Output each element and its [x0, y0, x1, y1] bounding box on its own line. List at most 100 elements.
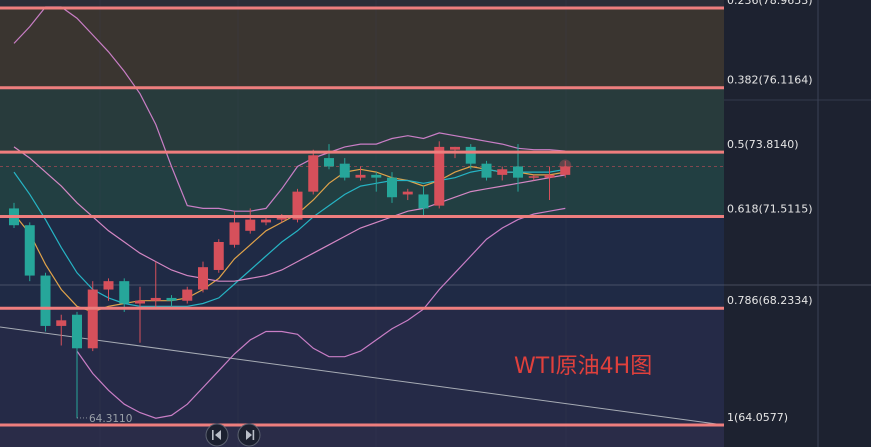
candle — [72, 311, 82, 419]
candle-body — [560, 166, 571, 175]
zone-top — [0, 0, 724, 8]
candle-body — [72, 314, 82, 349]
play-icon — [246, 430, 252, 440]
candle-body — [387, 177, 397, 198]
fib-lines — [0, 6, 724, 427]
fib-label-0.618: 0.618(71.5115) — [727, 203, 813, 216]
fib-labels: 0.236(78.9653) 0.382(76.1164) 0.5(73.8140)… — [727, 0, 813, 424]
indicator-lines — [13, 6, 566, 419]
candle — [135, 286, 145, 343]
low-marker-label: 64.3110 — [89, 413, 132, 425]
fib-label-0.786: 0.786(68.2334) — [727, 294, 813, 307]
candle-body — [103, 281, 114, 290]
candle-body — [308, 155, 319, 192]
candle — [87, 281, 98, 352]
candle — [261, 216, 271, 226]
candle-body — [402, 191, 413, 195]
candle-body — [324, 158, 334, 167]
rewind-icon — [215, 430, 221, 440]
chart-annotations: 64.3110 — [77, 413, 132, 425]
candle-body — [166, 297, 177, 301]
candle — [213, 239, 224, 273]
candle-body — [119, 281, 130, 304]
fib-label-1: 1(64.0577) — [727, 411, 788, 424]
candle — [308, 149, 319, 195]
candle-body — [481, 163, 492, 178]
candle — [371, 172, 382, 192]
candle-body — [213, 241, 224, 270]
zone-0.236 — [0, 8, 724, 88]
candle-body — [292, 191, 303, 220]
candle-body — [276, 216, 287, 220]
candle — [497, 166, 508, 181]
candle-body — [24, 225, 35, 276]
candle — [418, 186, 429, 217]
fib-label-0.5: 0.5(73.8140) — [727, 138, 799, 151]
candle-body — [544, 174, 555, 178]
candle-body — [497, 169, 508, 175]
scroll-start-button[interactable] — [205, 423, 229, 447]
candle-body — [87, 289, 98, 349]
candle-body — [40, 275, 51, 326]
candle-body — [245, 219, 256, 231]
zone-0.382 — [0, 87, 724, 153]
candle-body — [434, 146, 445, 206]
candle-body — [135, 300, 145, 304]
candle — [166, 295, 177, 307]
candle-body — [339, 163, 350, 178]
candle-body — [182, 289, 193, 301]
candle — [40, 272, 51, 332]
candle-body — [229, 222, 240, 245]
trendline — [0, 166, 725, 426]
candle-body — [198, 267, 208, 290]
zone-bottom — [0, 425, 724, 447]
current-candle-glow — [559, 159, 572, 172]
play-icon-bar — [252, 430, 255, 440]
candle — [402, 188, 413, 201]
price-axis-area — [724, 0, 871, 447]
candle — [245, 208, 256, 234]
candle — [150, 261, 161, 310]
candle — [56, 314, 67, 346]
candle — [528, 174, 539, 181]
zone-0.5 — [0, 152, 724, 217]
candle-body — [355, 174, 366, 178]
candle — [103, 278, 114, 301]
candle — [465, 144, 476, 170]
candle-body — [465, 146, 476, 164]
fib-label-0.236: 0.236(78.9653) — [727, 0, 813, 7]
rewind-icon-bar — [212, 430, 214, 440]
candle — [324, 144, 334, 170]
chart-navigation — [205, 423, 261, 447]
candle — [182, 286, 193, 304]
candle-body — [418, 194, 429, 209]
candle-body — [528, 176, 539, 178]
indicator-line-3 — [13, 6, 566, 212]
candle — [544, 166, 555, 201]
candle — [24, 222, 35, 282]
candle — [339, 158, 350, 181]
indicator-line-1 — [13, 168, 566, 307]
scroll-forward-button[interactable] — [237, 423, 261, 447]
candle-body — [261, 219, 271, 223]
candle-body — [513, 166, 523, 178]
candle — [560, 160, 571, 178]
candle-body — [150, 297, 161, 301]
candle — [355, 166, 366, 181]
candle — [387, 172, 397, 203]
candle — [119, 278, 130, 312]
candle-body — [450, 146, 460, 150]
candle — [198, 261, 208, 293]
chart-title: WTI原油4H图 — [514, 354, 652, 379]
candle-body — [371, 174, 382, 178]
indicator-line-4 — [76, 207, 566, 419]
fib-label-0.382: 0.382(76.1164) — [727, 74, 813, 87]
descending-trendline — [0, 326, 725, 426]
candle — [481, 160, 492, 181]
indicator-line-2 — [13, 146, 566, 282]
candle-body — [56, 320, 67, 326]
